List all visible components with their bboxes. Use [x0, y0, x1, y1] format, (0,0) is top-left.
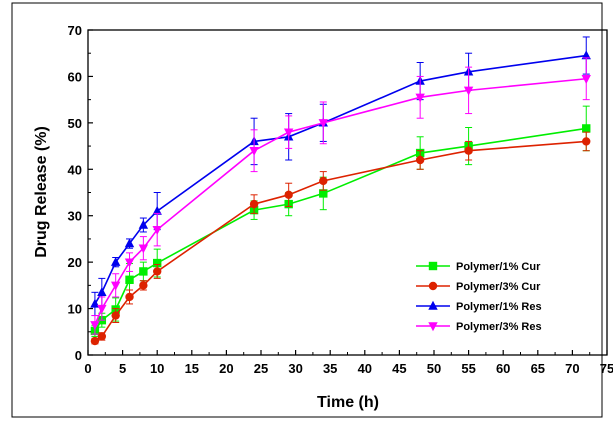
y-tick-label: 40 — [68, 162, 82, 177]
data-point — [111, 311, 120, 320]
y-tick-label: 0 — [75, 348, 82, 363]
x-axis-title: Time (h) — [317, 394, 379, 411]
legend-label: Polymer/1% Res — [456, 301, 542, 313]
data-point — [90, 321, 100, 331]
data-point — [153, 258, 162, 268]
x-tick-label: 15 — [185, 361, 199, 376]
y-tick-label: 60 — [68, 69, 82, 84]
legend-item-4: Polymer/3% Res — [416, 321, 542, 333]
x-tick-label: 30 — [288, 361, 302, 376]
series-layer — [90, 36, 591, 346]
series-4 — [90, 57, 591, 335]
y-tick-label: 10 — [68, 302, 82, 317]
data-point — [415, 155, 425, 165]
x-tick-label: 10 — [150, 361, 164, 376]
x-tick-label: 5 — [119, 361, 126, 376]
data-point — [319, 189, 328, 198]
data-point — [110, 256, 121, 266]
data-point — [110, 281, 121, 291]
y-tick-label: 50 — [68, 116, 82, 131]
x-tick-label: 35 — [323, 361, 337, 376]
y-tick-label: 30 — [68, 209, 82, 224]
legend-marker — [428, 322, 438, 332]
data-point — [318, 119, 328, 129]
legend: Polymer/1% Cur Polymer/3% Cur Polymer/1% R… — [416, 261, 542, 333]
data-point — [415, 93, 425, 103]
data-point — [319, 176, 328, 186]
data-point — [152, 225, 162, 235]
x-tick-label: 25 — [254, 361, 268, 376]
data-point — [139, 267, 148, 276]
data-point — [97, 332, 107, 341]
data-point — [138, 244, 149, 254]
data-point — [138, 219, 149, 229]
legend-marker — [428, 300, 438, 310]
legend-label: Polymer/3% Res — [456, 321, 542, 333]
legend-item-1: Polymer/1% Cur — [416, 261, 541, 273]
legend-marker — [428, 281, 438, 291]
x-tick-label: 0 — [84, 361, 91, 376]
data-point — [90, 298, 100, 308]
legend-label: Polymer/3% Cur — [456, 281, 541, 293]
legend-label: Polymer/1% Cur — [456, 261, 541, 273]
x-tick-label: 55 — [461, 361, 475, 376]
data-point — [97, 304, 107, 314]
data-point — [90, 336, 100, 346]
data-point — [124, 258, 135, 268]
data-point — [249, 147, 259, 156]
series-2 — [90, 131, 591, 346]
data-point — [124, 238, 135, 248]
data-point — [153, 267, 162, 276]
y-tick-label: 20 — [68, 255, 82, 270]
x-tick-label: 50 — [427, 361, 441, 376]
legend-item-2: Polymer/3% Cur — [416, 281, 541, 293]
data-point — [463, 86, 474, 96]
x-tick-label: 75 — [600, 361, 613, 376]
data-point — [582, 137, 591, 146]
axes-layer: 0 5 10 15 20 25 30 35 40 45 50 55 60 65 70 75 0 10 20 30 40 5… — [68, 23, 613, 376]
legend-item-3: Polymer/1% Res — [416, 300, 542, 313]
data-point — [97, 287, 107, 297]
series-line — [94, 77, 587, 326]
figure-border — [11, 2, 603, 418]
y-tick-label: 70 — [68, 23, 82, 38]
x-tick-label: 70 — [565, 361, 579, 376]
data-point — [464, 146, 473, 155]
data-point — [249, 199, 259, 209]
x-tick-label: 60 — [496, 361, 510, 376]
series-line — [94, 54, 587, 305]
x-tick-label: 20 — [219, 361, 233, 376]
data-point — [581, 75, 591, 84]
data-point — [284, 190, 293, 200]
x-tick-label: 40 — [358, 361, 372, 376]
data-point — [582, 124, 591, 133]
data-point — [581, 50, 591, 60]
data-point — [152, 205, 162, 215]
x-tick-label: 65 — [531, 361, 545, 376]
data-point — [125, 292, 134, 302]
data-point — [283, 128, 294, 138]
data-point — [125, 275, 134, 284]
legend-marker — [428, 261, 438, 271]
y-axis-title: Drug Release (%) — [33, 126, 50, 258]
x-tick-label: 45 — [392, 361, 406, 376]
data-point — [139, 281, 148, 290]
